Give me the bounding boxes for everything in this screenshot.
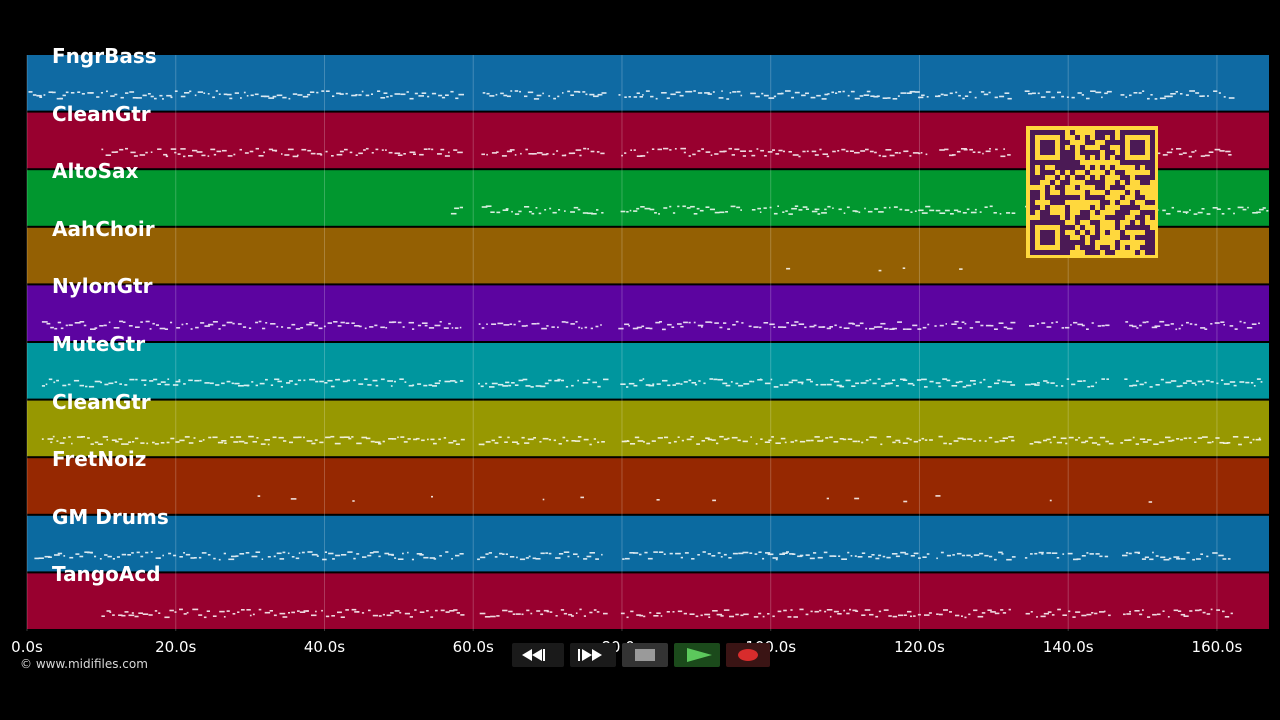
track-lane xyxy=(27,343,1269,399)
play-icon xyxy=(687,648,712,662)
rewind-button[interactable] xyxy=(512,643,564,667)
track-name: GM Drums xyxy=(52,504,169,529)
track-lane xyxy=(27,55,1269,111)
note-marks xyxy=(41,320,1260,331)
track-lane xyxy=(27,285,1269,341)
qr-code xyxy=(1026,126,1158,258)
track-lane xyxy=(27,573,1269,629)
note-marks xyxy=(786,267,963,272)
note-marks xyxy=(41,378,1263,388)
stop-button[interactable] xyxy=(622,643,668,667)
play-button[interactable] xyxy=(674,643,720,667)
time-tick-label: 0.0s xyxy=(11,638,43,656)
copyright-text: © www.midifiles.com xyxy=(20,657,148,671)
note-marks xyxy=(41,435,1262,446)
stop-icon xyxy=(635,649,655,661)
fast-forward-icon xyxy=(578,649,602,661)
track-name: FretNoiz xyxy=(52,447,147,472)
track-name: AahChoir xyxy=(52,216,155,241)
note-marks xyxy=(257,495,1153,503)
track-lane xyxy=(27,400,1269,457)
record-button[interactable] xyxy=(726,643,770,667)
track-name: CleanGtr xyxy=(52,389,151,414)
track-lane xyxy=(27,515,1269,572)
track-name: NylonGtr xyxy=(52,274,153,299)
note-marks xyxy=(34,551,1231,561)
transport-bar xyxy=(510,643,770,669)
piano-roll xyxy=(26,55,1269,631)
note-marks xyxy=(28,90,1235,100)
track-name: MuteGtr xyxy=(52,332,146,356)
time-tick-label: 120.0s xyxy=(894,638,945,656)
time-tick-label: 140.0s xyxy=(1042,638,1094,656)
track-name: TangoAcd xyxy=(52,562,161,587)
track-name: CleanGtr xyxy=(52,101,151,126)
rewind-icon xyxy=(522,649,545,661)
time-tick-label: 160.0s xyxy=(1191,638,1243,656)
track-lane xyxy=(27,458,1269,514)
time-tick-label: 60.0s xyxy=(452,638,494,656)
time-tick-label: 20.0s xyxy=(155,638,197,656)
track-name: FngrBass xyxy=(52,44,157,68)
track-name: AltoSax xyxy=(52,159,139,184)
note-marks xyxy=(101,608,1233,619)
time-tick-label: 40.0s xyxy=(303,638,346,656)
fast-forward-button[interactable] xyxy=(570,643,616,667)
record-icon xyxy=(738,649,758,661)
